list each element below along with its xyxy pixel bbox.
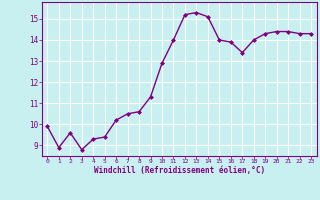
X-axis label: Windchill (Refroidissement éolien,°C): Windchill (Refroidissement éolien,°C) — [94, 166, 265, 175]
